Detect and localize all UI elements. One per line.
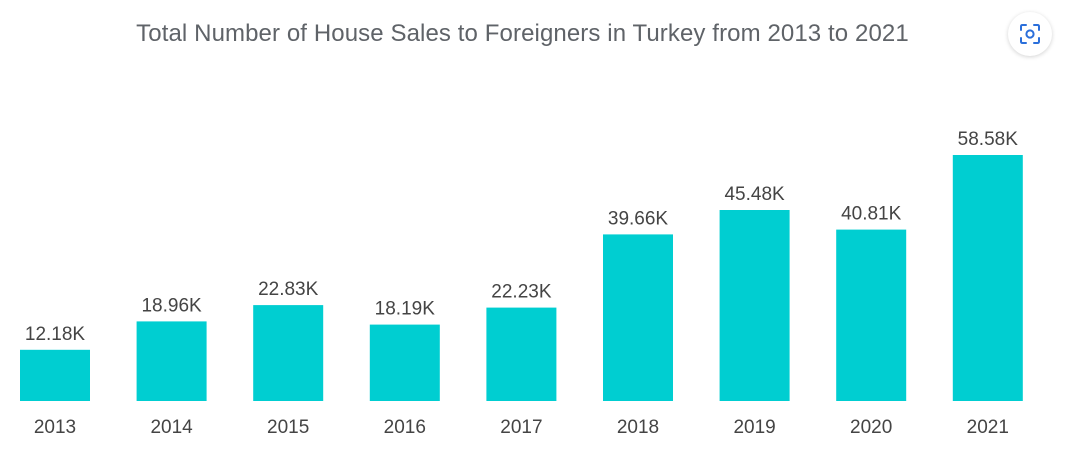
data-label-2013: 12.18K [25, 324, 86, 345]
data-label-2014: 18.96K [141, 295, 202, 316]
data-label-2015: 22.83K [258, 279, 319, 300]
x-tick-label-2016: 2016 [384, 417, 426, 438]
data-label-2017: 22.23K [491, 282, 552, 303]
data-label-2016: 18.19K [375, 299, 436, 320]
bar-2019 [719, 210, 790, 401]
data-label-2021: 58.58K [958, 129, 1019, 150]
bar-2017 [486, 307, 557, 401]
x-tick-label-2020: 2020 [850, 417, 892, 438]
bar-2015 [253, 305, 324, 401]
x-axis-ticks: 2013 2014 2015 2016 2017 2018 2019 2020 2021 [34, 417, 1009, 438]
screenshot-icon [1019, 23, 1041, 45]
x-tick-label-2015: 2015 [267, 417, 309, 438]
bar-2021 [952, 155, 1023, 401]
x-tick-label-2014: 2014 [150, 417, 193, 438]
x-tick-label-2018: 2018 [617, 417, 659, 438]
data-label-2018: 39.66K [608, 208, 669, 229]
data-label-2019: 45.48K [724, 184, 785, 205]
chart-title: Total Number of House Sales to Foreigner… [136, 20, 909, 47]
data-label-2020: 40.81K [841, 204, 902, 225]
bar-2020 [836, 229, 907, 401]
bar-2018 [603, 234, 673, 401]
bars-group [20, 155, 1023, 401]
bar-2013 [20, 349, 90, 401]
x-tick-label-2017: 2017 [500, 417, 542, 438]
value-labels-group: 12.18K 18.96K 22.83K 18.19K 22.23K 39.66K 45.4… [25, 129, 1018, 345]
x-tick-label-2021: 2021 [967, 417, 1009, 438]
x-tick-label-2019: 2019 [733, 417, 775, 438]
screenshot-button[interactable] [1008, 12, 1052, 56]
bar-2016 [369, 324, 440, 401]
bar-2014 [136, 321, 207, 401]
x-tick-label-2013: 2013 [34, 417, 76, 438]
